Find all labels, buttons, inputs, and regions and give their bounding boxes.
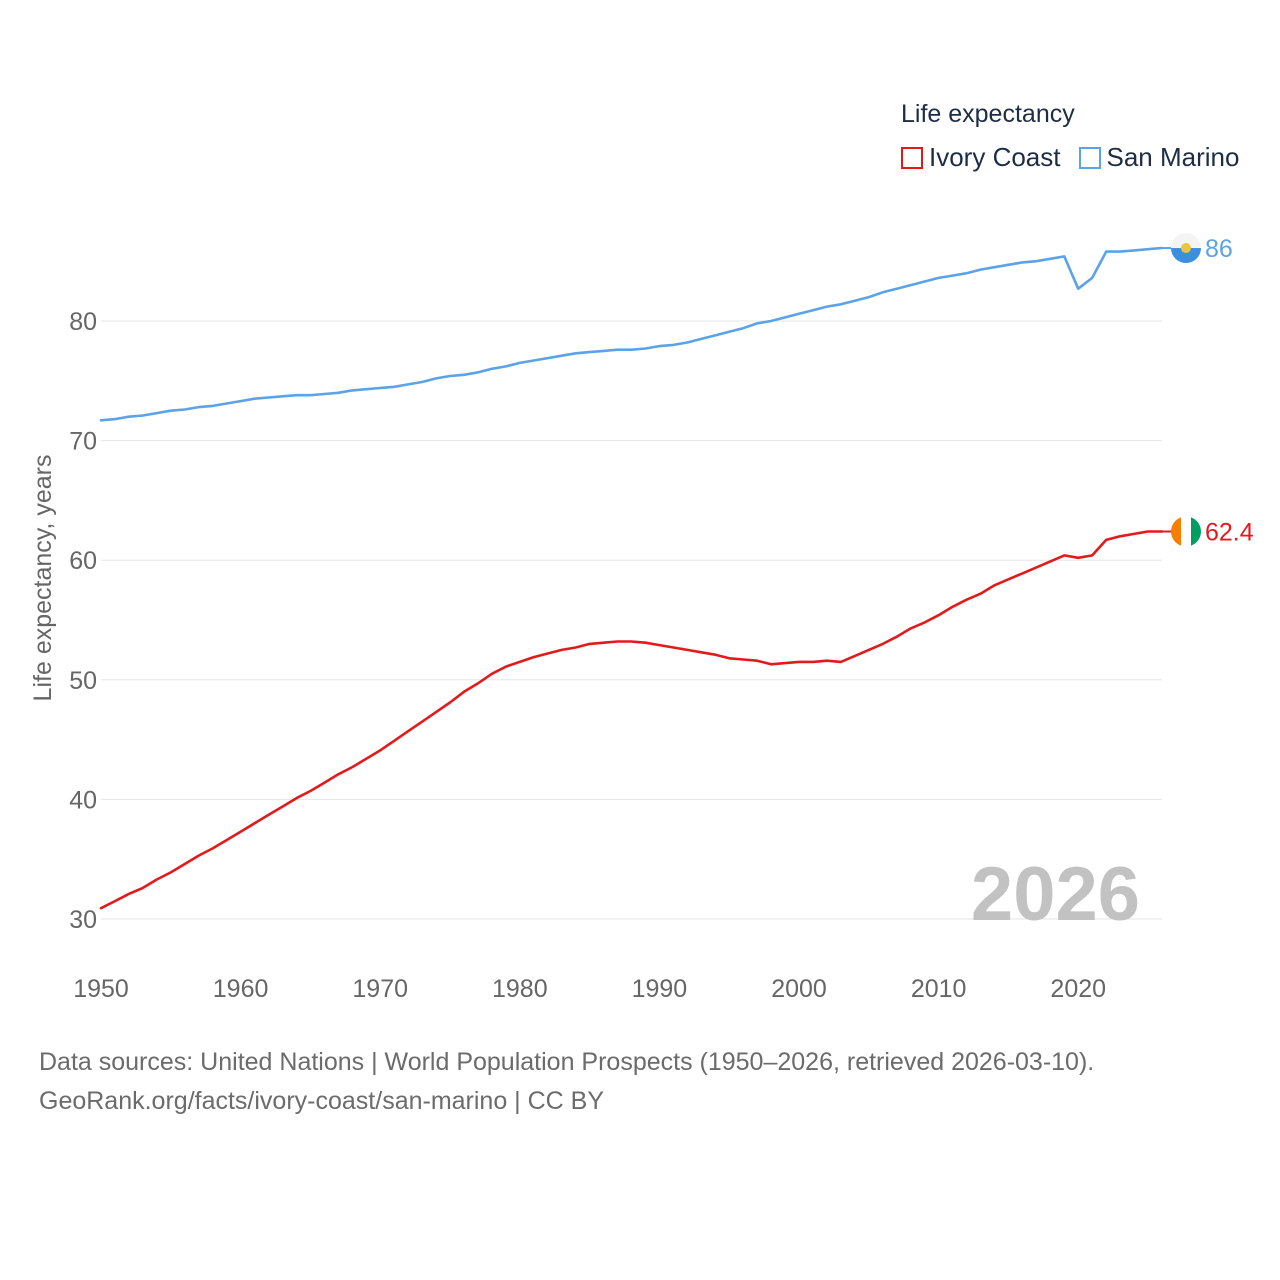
source-link[interactable]: GeoRank.org/facts/ivory-coast/san-marino…	[39, 1087, 605, 1115]
x-tick-label: 2010	[911, 975, 967, 1003]
end-label-ivory-coast: 62.4	[1205, 518, 1254, 546]
x-tick-label: 1970	[352, 975, 408, 1003]
san-marino-flag-icon	[1171, 233, 1201, 264]
x-tick-label: 1980	[492, 975, 548, 1003]
x-tick-label: 2020	[1050, 975, 1106, 1003]
x-tick-label: 1990	[632, 975, 688, 1003]
legend-swatch-ivory-coast	[901, 146, 923, 169]
y-tick-label: 80	[69, 308, 97, 336]
y-tick-label: 70	[69, 428, 97, 456]
footer: Data sources: United Nations | World Pop…	[39, 1043, 1094, 1121]
legend: Ivory Coast San Marino	[901, 142, 1257, 173]
y-tick-label: 40	[69, 786, 97, 814]
x-tick-label: 1960	[213, 975, 269, 1003]
end-label-san-marino: 86	[1205, 235, 1233, 263]
series-line-san-marino	[99, 246, 1164, 422]
y-axis-title: Life expectancy, years	[29, 455, 57, 702]
y-tick-label: 30	[69, 906, 97, 934]
x-tick-label: 1950	[73, 975, 129, 1003]
y-tick-label: 60	[69, 547, 97, 575]
series-line-ivory-coast	[99, 530, 1164, 910]
ivory-coast-flag-icon	[1171, 516, 1201, 547]
legend-swatch-san-marino	[1078, 146, 1101, 169]
data-sources-note: Data sources: United Nations | World Pop…	[39, 1048, 1095, 1076]
legend-item-san-marino[interactable]: San Marino	[1078, 142, 1240, 173]
y-tick-label: 50	[69, 667, 97, 695]
x-tick-label: 2000	[771, 975, 827, 1003]
legend-label-ivory-coast: Ivory Coast	[929, 142, 1061, 172]
year-label: 2026	[971, 852, 1140, 937]
legend-label-san-marino: San Marino	[1106, 142, 1240, 172]
legend-title: Life expectancy	[901, 100, 1075, 128]
legend-item-ivory-coast[interactable]: Ivory Coast	[901, 142, 1061, 173]
